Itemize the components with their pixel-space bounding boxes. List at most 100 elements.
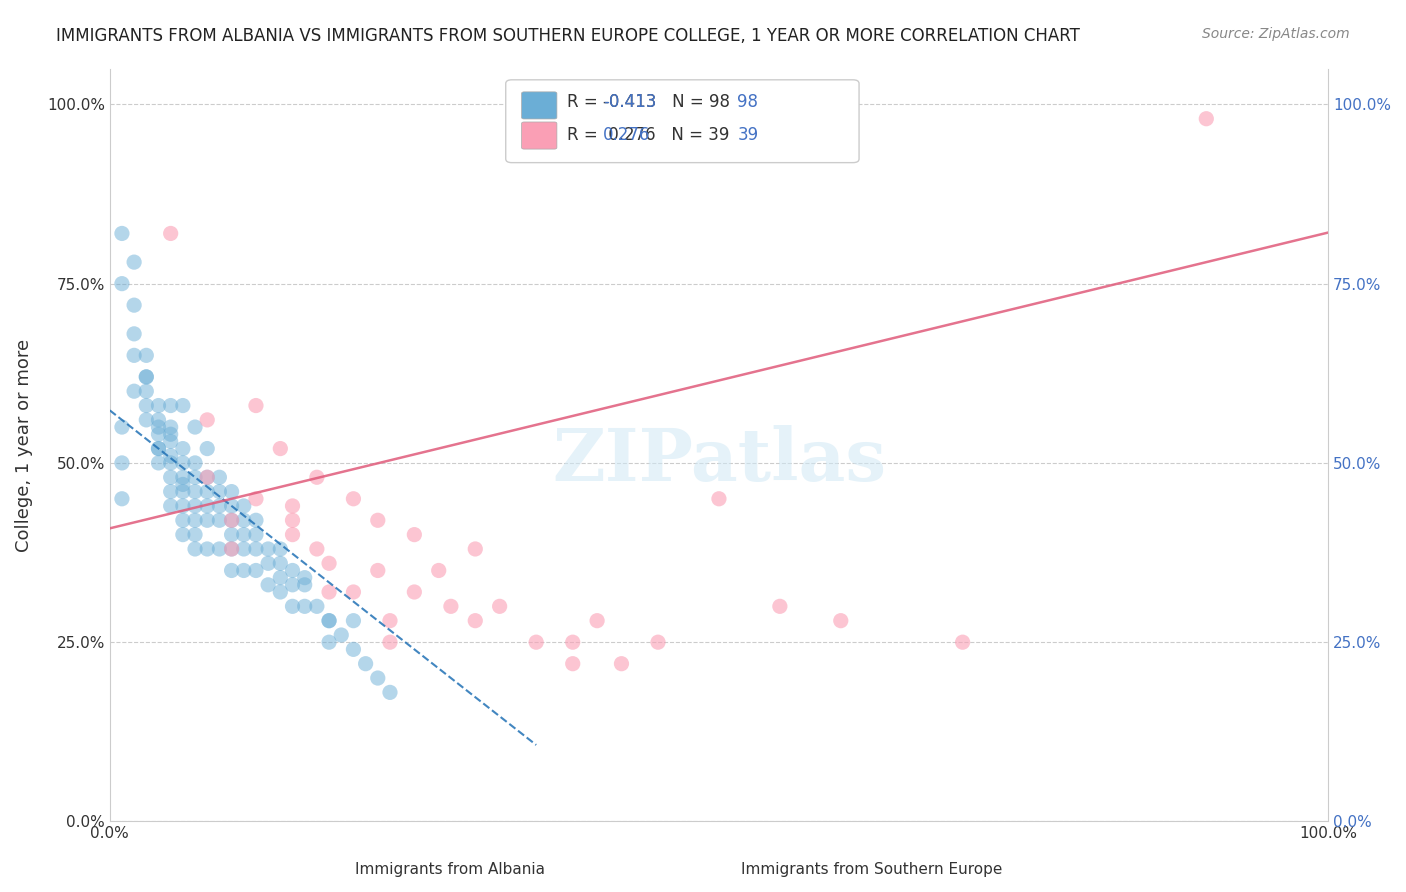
Point [245, 541, 267, 556]
Text: 39: 39 [737, 126, 758, 144]
Point [281, 578, 304, 592]
Point [269, 557, 291, 571]
Point [184, 420, 207, 434]
Point [172, 399, 194, 413]
Y-axis label: College, 1 year or more: College, 1 year or more [15, 338, 32, 551]
Point [159, 399, 181, 413]
Point [135, 399, 157, 413]
Point [184, 527, 207, 541]
Point [269, 571, 291, 585]
Text: R =  0.276   N = 39: R = 0.276 N = 39 [567, 126, 730, 144]
Point [427, 564, 450, 578]
Point [281, 513, 304, 527]
Point [342, 585, 364, 599]
Point [245, 527, 267, 541]
Point [195, 470, 218, 484]
Point [122, 384, 145, 399]
Point [269, 442, 291, 456]
Point [257, 557, 280, 571]
Point [148, 413, 170, 427]
Point [122, 326, 145, 341]
Point [367, 513, 389, 527]
FancyBboxPatch shape [506, 79, 859, 162]
Point [195, 442, 218, 456]
Point [208, 484, 231, 499]
Point [135, 384, 157, 399]
Point [221, 499, 243, 513]
Point [135, 413, 157, 427]
Point [318, 585, 340, 599]
Point [342, 642, 364, 657]
Point [294, 578, 316, 592]
Point [318, 635, 340, 649]
Point [342, 614, 364, 628]
Point [135, 369, 157, 384]
Point [122, 348, 145, 362]
Point [221, 527, 243, 541]
Point [281, 527, 304, 541]
Point [122, 255, 145, 269]
Point [378, 635, 401, 649]
Point [159, 484, 181, 499]
Point [172, 513, 194, 527]
Point [524, 635, 547, 649]
Point [184, 541, 207, 556]
Point [195, 484, 218, 499]
Point [294, 571, 316, 585]
Point [159, 470, 181, 484]
Point [221, 564, 243, 578]
Point [172, 499, 194, 513]
Point [221, 484, 243, 499]
Point [342, 491, 364, 506]
Point [232, 513, 254, 527]
Point [148, 399, 170, 413]
Text: IMMIGRANTS FROM ALBANIA VS IMMIGRANTS FROM SOUTHERN EUROPE COLLEGE, 1 YEAR OR MO: IMMIGRANTS FROM ALBANIA VS IMMIGRANTS FR… [56, 27, 1080, 45]
Point [172, 484, 194, 499]
Point [367, 671, 389, 685]
Point [647, 635, 669, 649]
Text: ZIPatlas: ZIPatlas [553, 425, 886, 496]
Point [952, 635, 974, 649]
Point [195, 470, 218, 484]
Point [111, 277, 134, 291]
Point [404, 585, 426, 599]
Text: 0.276: 0.276 [603, 126, 651, 144]
Text: Immigrants from Albania: Immigrants from Albania [354, 863, 546, 877]
Point [769, 599, 792, 614]
Point [561, 657, 583, 671]
FancyBboxPatch shape [522, 92, 557, 119]
Point [464, 614, 486, 628]
Point [172, 442, 194, 456]
Point [148, 427, 170, 442]
Point [159, 434, 181, 449]
Point [305, 470, 328, 484]
Point [354, 657, 377, 671]
Point [561, 635, 583, 649]
Point [221, 541, 243, 556]
Point [184, 499, 207, 513]
Point [232, 541, 254, 556]
Point [378, 685, 401, 699]
Text: Immigrants from Southern Europe: Immigrants from Southern Europe [741, 863, 1002, 877]
Point [208, 499, 231, 513]
Point [221, 513, 243, 527]
Point [159, 227, 181, 241]
Point [257, 578, 280, 592]
Point [707, 491, 730, 506]
Text: Source: ZipAtlas.com: Source: ZipAtlas.com [1202, 27, 1350, 41]
Point [195, 499, 218, 513]
Point [305, 541, 328, 556]
Point [281, 564, 304, 578]
Point [610, 657, 633, 671]
Point [281, 499, 304, 513]
Text: R = -0.413   N = 98: R = -0.413 N = 98 [567, 94, 730, 112]
Point [172, 477, 194, 491]
Point [208, 513, 231, 527]
Point [159, 427, 181, 442]
Point [148, 442, 170, 456]
Point [281, 599, 304, 614]
Point [245, 564, 267, 578]
Point [367, 564, 389, 578]
Point [318, 557, 340, 571]
Point [269, 541, 291, 556]
